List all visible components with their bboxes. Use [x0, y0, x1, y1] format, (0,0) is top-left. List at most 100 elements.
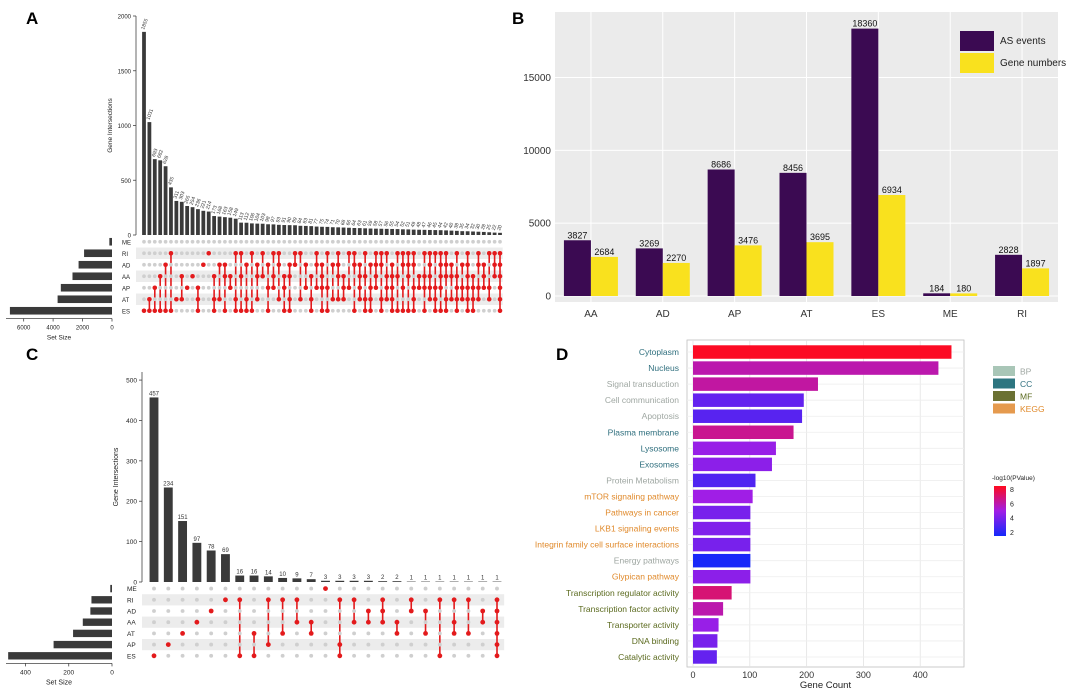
intersection-bar — [212, 216, 217, 235]
intersection-bar — [309, 226, 314, 235]
matrix-dot-inactive — [271, 262, 276, 267]
matrix-dot-inactive — [293, 308, 297, 313]
matrix-dot-inactive — [476, 308, 481, 313]
matrix-dot-inactive — [298, 239, 303, 244]
intersection-value-label: 35 — [458, 222, 466, 229]
matrix-dot-inactive — [298, 285, 303, 290]
matrix-dot-inactive — [152, 297, 157, 302]
matrix-dot-inactive — [423, 597, 428, 602]
matrix-dot-inactive — [384, 239, 389, 244]
matrix-dot-active — [281, 308, 287, 314]
matrix-dot-inactive — [347, 262, 351, 267]
matrix-dot-active — [276, 250, 282, 256]
matrix-dot-inactive — [147, 262, 152, 267]
x-tick-label: RI — [1017, 309, 1027, 320]
intersection-bar — [392, 581, 402, 582]
intersection-bar — [481, 231, 486, 235]
matrix-dot-inactive — [309, 586, 314, 591]
matrix-dot-inactive — [250, 297, 254, 302]
matrix-dot-inactive — [294, 609, 299, 613]
category-bar — [693, 377, 818, 391]
matrix-dot-inactive — [228, 251, 233, 256]
matrix-dot-inactive — [180, 609, 185, 613]
matrix-dot-inactive — [239, 262, 243, 267]
matrix-dot-active — [217, 296, 222, 302]
matrix-dot-active — [395, 308, 400, 314]
matrix-dot-inactive — [455, 239, 459, 244]
matrix-dot-inactive — [409, 586, 414, 591]
matrix-dot-inactive — [309, 262, 314, 267]
matrix-dot-active — [362, 296, 368, 302]
matrix-dot-active — [319, 262, 325, 268]
bar-value-label: 2684 — [594, 247, 614, 257]
matrix-dot-inactive — [395, 285, 400, 290]
matrix-dot-active — [443, 273, 449, 279]
bar-value-label: 180 — [956, 283, 971, 293]
matrix-dot-inactive — [190, 239, 195, 244]
matrix-dot-active — [147, 296, 152, 302]
intersection-bar — [363, 580, 373, 582]
matrix-dot-active — [394, 619, 400, 625]
set-label: RI — [127, 597, 134, 604]
matrix-dot-inactive — [185, 239, 189, 244]
intersection-value-label: 693 — [151, 148, 160, 158]
matrix-dot-active — [394, 631, 400, 636]
intersection-value-label: 84 — [297, 217, 305, 224]
intersection-value-label: 16 — [251, 570, 258, 576]
matrix-dot-active — [341, 273, 346, 279]
matrix-dot-inactive — [423, 653, 428, 658]
matrix-dot-active — [389, 308, 395, 314]
matrix-stripe — [142, 639, 505, 651]
intersection-value-label: 45 — [432, 221, 440, 228]
bar-as-events — [635, 248, 663, 296]
group-legend-swatch — [993, 366, 1015, 376]
intersection-value-label: 168 — [216, 205, 225, 215]
matrix-dot-active — [281, 285, 287, 291]
intersection-bar — [152, 159, 157, 235]
set-size-tick-label: 4000 — [46, 326, 60, 332]
matrix-dot-inactive — [190, 262, 195, 267]
y-tick-label: 500 — [121, 179, 132, 185]
matrix-dot-inactive — [437, 642, 442, 647]
matrix-dot-active — [486, 250, 492, 256]
matrix-dot-inactive — [166, 597, 171, 602]
bar-value-label: 8456 — [783, 163, 803, 173]
matrix-dot-inactive — [320, 239, 324, 244]
matrix-dot-inactive — [217, 308, 222, 313]
matrix-dot-inactive — [438, 297, 443, 302]
matrix-dot-inactive — [250, 274, 254, 279]
intersection-bar — [433, 230, 438, 235]
matrix-dot-inactive — [452, 586, 457, 591]
intersection-value-label: 69 — [222, 548, 229, 554]
matrix-dot-inactive — [277, 308, 281, 313]
matrix-dot-inactive — [277, 274, 281, 279]
y-tick-label: 2000 — [118, 15, 132, 21]
category-label: Protein Metabolism — [606, 475, 679, 485]
matrix-dot-active — [400, 262, 406, 268]
matrix-dot-active — [422, 250, 427, 256]
matrix-dot-inactive — [314, 308, 319, 313]
matrix-dot-active — [465, 296, 470, 302]
intersection-value-label: 47 — [421, 221, 429, 228]
group-legend-label: KEGG — [1020, 404, 1045, 414]
intersection-bar — [368, 228, 373, 235]
set-size-bar — [53, 640, 112, 649]
matrix-dot-inactive — [481, 308, 486, 313]
matrix-dot-active — [454, 273, 460, 279]
matrix-dot-inactive — [190, 308, 195, 313]
matrix-dot-inactive — [347, 308, 351, 313]
matrix-dot-active — [179, 273, 185, 279]
matrix-dot-active — [470, 296, 476, 302]
matrix-dot-inactive — [330, 239, 335, 244]
intersection-value-label: 38 — [453, 222, 461, 229]
matrix-dot-active — [233, 296, 238, 302]
matrix-dot-active — [365, 608, 371, 614]
matrix-dot-inactive — [368, 239, 373, 244]
intersection-value-label: 3 — [352, 575, 356, 581]
matrix-dot-active — [384, 285, 390, 291]
matrix-dot-active — [254, 296, 260, 302]
matrix-dot-inactive — [287, 285, 292, 290]
matrix-dot-inactive — [363, 262, 367, 267]
matrix-dot-inactive — [422, 262, 427, 267]
matrix-dot-inactive — [260, 285, 265, 290]
